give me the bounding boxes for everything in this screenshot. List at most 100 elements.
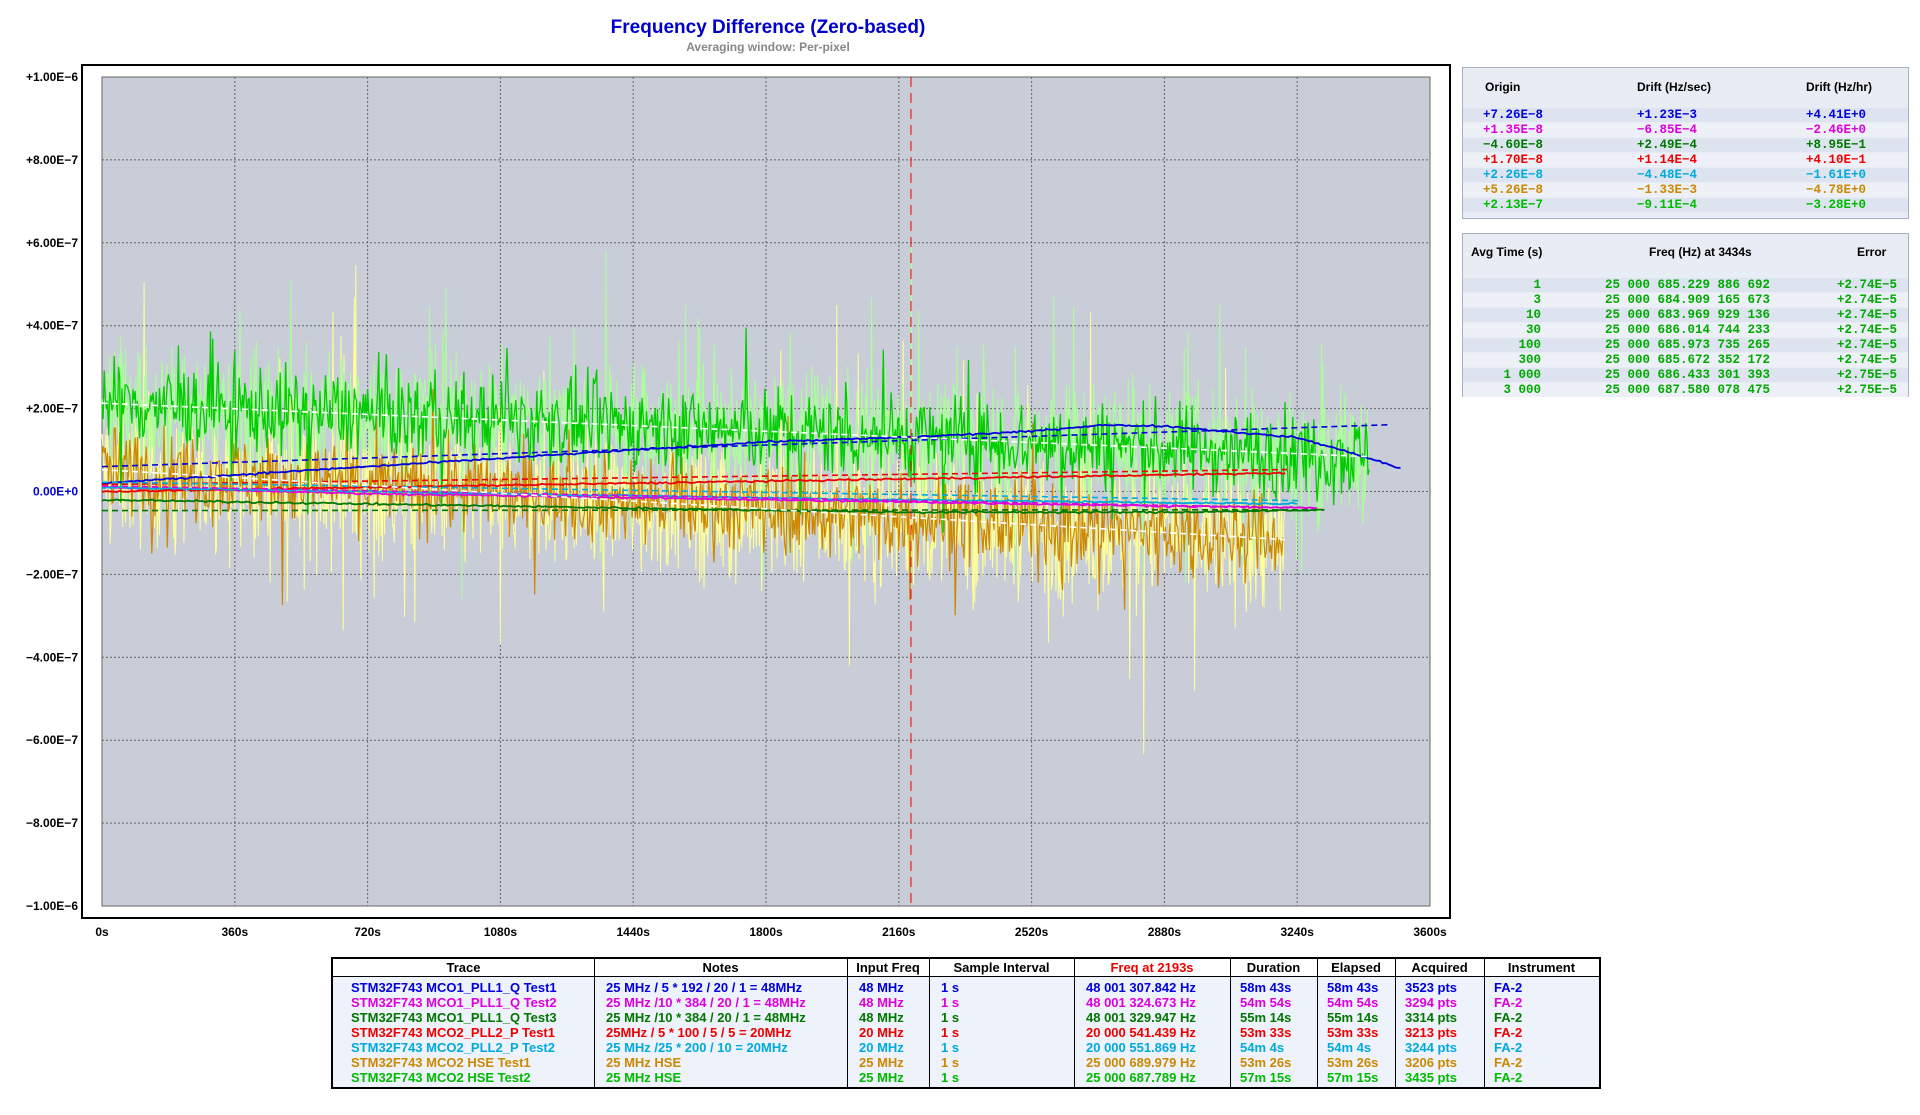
legend-acquired: 3435 pts [1405, 1070, 1458, 1085]
avg-row: 30 25 000 686.014 744 233 +2.74E−5 [1463, 323, 1908, 337]
avg-header-freq: Freq (Hz) at 3434s [1649, 245, 1752, 259]
legend-duration: 53m 26s [1240, 1055, 1292, 1070]
legend-header-notes: Notes [594, 959, 847, 977]
series-hse-test2 [101, 327, 1370, 533]
y-tick-label: −2.00E−7 [26, 567, 78, 581]
y-tick-label: +8.00E−7 [26, 153, 78, 167]
legend-trace: STM32F743 MCO2_PLL2_P Test2 [351, 1040, 555, 1055]
x-tick-label: 1080s [484, 925, 518, 939]
legend-input: 25 MHz [859, 1070, 904, 1085]
avg-row: 3 25 000 684.909 165 673 +2.74E−5 [1463, 293, 1908, 307]
drift-origin: +5.26E−8 [1483, 183, 1544, 197]
drift-header-hz-hr: Drift (Hz/hr) [1806, 80, 1872, 94]
avg-row: 300 25 000 685.672 352 172 +2.74E−5 [1463, 353, 1908, 367]
legend-header-instrument: Instrument [1484, 959, 1599, 977]
legend-column-divider [1317, 959, 1318, 1087]
drift-row: +5.26E−8 −1.33E−3 −4.78E+0 [1463, 183, 1908, 197]
fit-line-3 [101, 508, 1325, 512]
legend-instrument: FA-2 [1494, 1025, 1523, 1040]
avg-err: +2.74E−5 [1837, 338, 1898, 352]
legend-interval: 1 s [941, 1025, 960, 1040]
legend-freq: 25 000 687.789 Hz [1086, 1070, 1196, 1085]
y-tick-label: −4.00E−7 [26, 650, 78, 664]
avg-err: +2.74E−5 [1837, 323, 1898, 337]
x-tick-label: 1800s [749, 925, 783, 939]
y-tick-label: −6.00E−7 [26, 733, 78, 747]
drift-hz-sec: −9.11E−4 [1637, 198, 1698, 212]
legend-interval: 1 s [941, 1010, 960, 1025]
legend-notes: 25MHz / 5 * 100 / 5 / 5 = 20MHz [606, 1025, 792, 1040]
drift-header-origin: Origin [1485, 80, 1521, 94]
drift-row: +7.26E−8 +1.23E−3 +4.41E+0 [1463, 108, 1908, 122]
legend-column-divider [594, 959, 595, 1087]
avg-row: 1 000 25 000 686.433 301 393 +2.75E−5 [1463, 368, 1908, 382]
fit-line-4 [101, 468, 1288, 486]
drift-hz-sec: +2.49E−4 [1637, 138, 1698, 152]
legend-input: 48 MHz [859, 995, 904, 1010]
legend-row: STM32F743 MCO1_PLL1_Q Test1 25 MHz / 5 * … [333, 980, 1599, 995]
legend-column-divider [1230, 959, 1231, 1087]
y-tick-label: +4.00E−7 [26, 319, 78, 333]
legend-freq: 25 000 689.979 Hz [1086, 1055, 1196, 1070]
legend-acquired: 3294 pts [1405, 995, 1458, 1010]
legend-freq: 48 001 324.673 Hz [1086, 995, 1196, 1010]
series-hse-test2-raw [101, 245, 1370, 599]
legend-duration: 53m 33s [1240, 1025, 1292, 1040]
x-tick-label: 1440s [617, 925, 651, 939]
drift-hz-sec: −6.85E−4 [1637, 123, 1698, 137]
x-tick-label: 3600s [1413, 925, 1447, 939]
fit-line-1 [101, 423, 1391, 468]
x-tick-label: 720s [354, 925, 381, 939]
avg-t: 300 [1518, 353, 1541, 367]
legend-notes: 25 MHz /10 * 384 / 20 / 1 = 48MHz [606, 1010, 806, 1025]
avg-row: 1 25 000 685.229 886 692 +2.74E−5 [1463, 278, 1908, 292]
avg-freq: 25 000 686.433 301 393 [1605, 368, 1771, 382]
legend-elapsed: 58m 43s [1327, 980, 1379, 995]
drift-hz-hr: −3.28E+0 [1806, 198, 1867, 212]
legend-duration: 55m 14s [1240, 1010, 1292, 1025]
legend-interval: 1 s [941, 995, 960, 1010]
avg-freq: 25 000 687.580 078 475 [1605, 383, 1771, 397]
legend-header-trace: Trace [333, 959, 594, 977]
legend-header-interval: Sample Interval [929, 959, 1074, 977]
x-tick-label: 0s [95, 925, 109, 939]
legend-interval: 1 s [941, 980, 960, 995]
legend-elapsed: 54m 54s [1327, 995, 1379, 1010]
legend-trace: STM32F743 MCO2 HSE Test2 [351, 1070, 531, 1085]
legend-elapsed: 54m 4s [1327, 1040, 1372, 1055]
drift-hz-hr: −2.46E+0 [1806, 123, 1867, 137]
legend-duration: 57m 15s [1240, 1070, 1292, 1085]
legend-input: 20 MHz [859, 1025, 904, 1040]
legend-duration: 54m 4s [1240, 1040, 1285, 1055]
legend-header-acquired: Acquired [1395, 959, 1484, 977]
avg-err: +2.74E−5 [1837, 293, 1898, 307]
drift-row: +1.70E−8 +1.14E−4 +4.10E−1 [1463, 153, 1908, 167]
legend-notes: 25 MHz / 5 * 192 / 20 / 1 = 48MHz [606, 980, 803, 995]
legend-interval: 1 s [941, 1040, 960, 1055]
avg-t: 10 [1525, 308, 1541, 322]
legend-notes: 25 MHz /10 * 384 / 20 / 1 = 48MHz [606, 995, 806, 1010]
fit-line-7 [101, 402, 1370, 458]
frequency-chart: 0s 360s 720s 1080s 1440s 1800s 2160s 2520s 2880s… [26, 64, 1451, 939]
legend-trace: STM32F743 MCO2_PLL2_P Test1 [351, 1025, 555, 1040]
legend-acquired: 3244 pts [1405, 1040, 1458, 1055]
legend-column-divider [847, 959, 848, 1087]
legend-acquired: 3213 pts [1405, 1025, 1458, 1040]
drift-row: −4.60E−8 +2.49E−4 +8.95E−1 [1463, 138, 1908, 152]
drift-hz-hr: +4.41E+0 [1806, 108, 1867, 122]
drift-origin: +7.26E−8 [1483, 108, 1544, 122]
drift-origin: −4.60E−8 [1483, 138, 1544, 152]
legend-interval: 1 s [941, 1070, 960, 1085]
y-tick-label: +6.00E−7 [26, 236, 78, 250]
legend-duration: 54m 54s [1240, 995, 1292, 1010]
avg-t: 3 000 [1503, 383, 1541, 397]
avg-err: +2.75E−5 [1837, 383, 1898, 397]
legend-column-divider [1074, 959, 1075, 1087]
y-tick-label: −8.00E−7 [26, 816, 78, 830]
drift-panel: Origin Drift (Hz/sec) Drift (Hz/hr) +7.2… [1462, 67, 1909, 219]
avg-header-error: Error [1857, 245, 1887, 259]
legend-elapsed: 53m 33s [1327, 1025, 1379, 1040]
x-tick-label: 360s [221, 925, 248, 939]
avg-row: 3 000 25 000 687.580 078 475 +2.75E−5 [1463, 383, 1908, 397]
drift-hz-sec: −1.33E−3 [1637, 183, 1698, 197]
